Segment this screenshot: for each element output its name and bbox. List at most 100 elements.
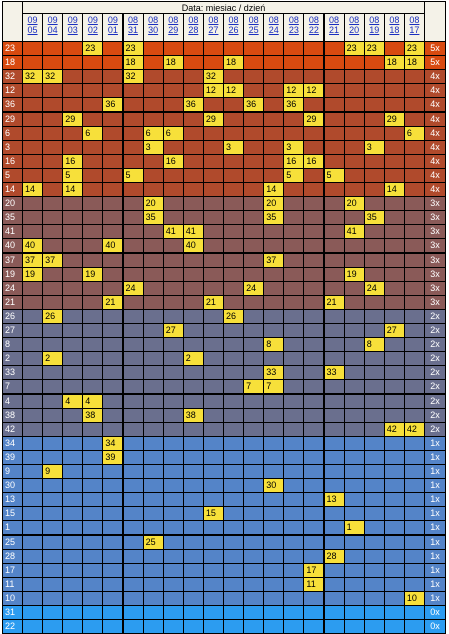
empty-cell [263,139,285,155]
marked-cell: 23 [122,41,144,57]
empty-cell [142,41,164,57]
empty-cell [283,111,305,127]
empty-cell [182,590,204,606]
date-header[interactable]: 09 02 [82,13,104,42]
empty-cell [223,69,245,85]
empty-cell [323,252,345,268]
row-label: 38 [2,407,23,423]
empty-cell [162,266,184,282]
empty-cell [122,548,144,564]
empty-cell [243,605,265,621]
empty-cell [202,576,224,592]
empty-cell [343,323,365,339]
date-header[interactable]: 08 25 [243,13,265,42]
marked-cell: 26 [223,308,245,324]
empty-cell [383,520,405,536]
date-header[interactable]: 08 22 [303,13,325,42]
empty-cell [323,111,345,127]
empty-cell [182,562,204,578]
empty-cell [122,83,144,99]
empty-cell [202,280,224,296]
marked-cell: 34 [102,435,124,451]
date-header[interactable]: 09 03 [62,13,84,42]
date-header[interactable]: 08 24 [263,13,285,42]
empty-cell [162,210,184,226]
date-header[interactable]: 09 04 [42,13,64,42]
empty-cell [82,294,104,310]
empty-cell [383,252,405,268]
date-day: 23 [288,25,299,35]
empty-cell [363,492,385,508]
empty-cell [243,308,265,324]
empty-cell [42,280,64,296]
row-label: 15 [2,506,23,522]
date-header[interactable]: 08 27 [202,13,224,42]
empty-cell [42,111,64,127]
date-header[interactable]: 08 21 [323,13,345,42]
marked-cell: 9 [42,464,64,480]
date-header[interactable]: 08 17 [403,13,425,42]
empty-cell [223,534,245,550]
empty-cell [202,167,224,183]
marked-cell: 41 [182,224,204,240]
empty-cell [303,449,325,465]
empty-cell [122,238,144,254]
empty-cell [223,605,245,621]
date-day: 05 [27,25,38,35]
date-header[interactable]: 08 18 [383,13,405,42]
empty-cell [42,83,64,99]
date-month: 08 [349,15,360,25]
marked-cell: 20 [263,196,285,212]
empty-cell [22,294,44,310]
date-header[interactable]: 08 31 [122,13,144,42]
empty-cell [383,365,405,381]
date-header[interactable]: 08 29 [162,13,184,42]
row-label: 35 [2,210,23,226]
row-multiplier: 4x [424,125,446,141]
empty-cell [162,294,184,310]
empty-cell [383,139,405,155]
marked-cell: 36 [283,97,305,113]
empty-cell [22,337,44,353]
empty-cell [303,323,325,339]
empty-cell [22,365,44,381]
empty-cell [202,492,224,508]
empty-cell [263,562,285,578]
empty-cell [82,337,104,353]
empty-cell [82,238,104,254]
empty-cell [122,562,144,578]
empty-cell [323,478,345,494]
marked-cell: 23 [363,41,385,57]
empty-cell [263,238,285,254]
empty-cell [42,167,64,183]
empty-cell [303,182,325,198]
empty-cell [22,308,44,324]
marked-cell: 33 [263,365,285,381]
date-header[interactable]: 09 05 [22,13,44,42]
empty-cell [403,379,425,395]
empty-cell [383,435,405,451]
date-header[interactable]: 08 20 [343,13,365,42]
date-day: 21 [329,25,340,35]
empty-cell [102,605,124,621]
date-month: 08 [228,15,239,25]
date-header[interactable]: 08 28 [182,13,204,42]
empty-cell [162,365,184,381]
row-multiplier: 5x [424,55,446,71]
date-header[interactable]: 08 26 [223,13,245,42]
empty-cell [403,210,425,226]
empty-cell [343,294,365,310]
date-header[interactable]: 08 23 [283,13,305,42]
empty-cell [102,111,124,127]
empty-cell [283,125,305,141]
empty-cell [383,506,405,522]
empty-cell [323,421,345,437]
date-header[interactable]: 08 19 [363,13,385,42]
empty-cell [323,308,345,324]
date-header[interactable]: 09 01 [102,13,124,42]
marked-cell: 23 [82,41,104,57]
marked-cell: 17 [303,562,325,578]
empty-cell [363,407,385,423]
empty-cell [142,224,164,240]
date-header[interactable]: 08 30 [142,13,164,42]
